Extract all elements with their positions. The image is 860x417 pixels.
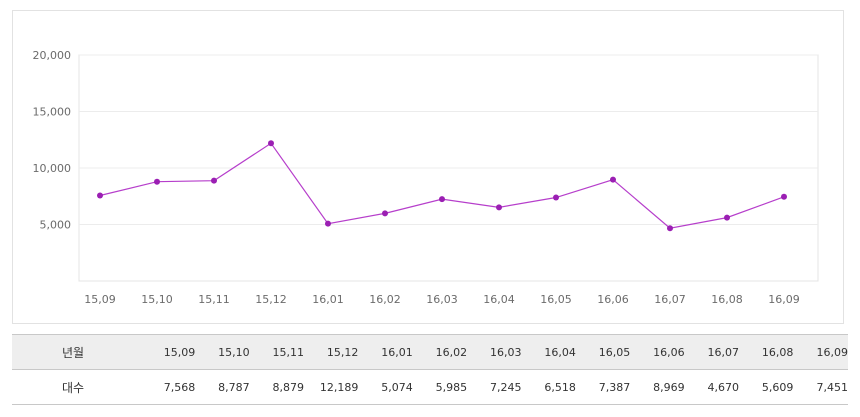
month-cell: 15,10: [218, 345, 250, 359]
x-tick-label: 16,09: [768, 293, 800, 306]
data-point: [154, 178, 160, 185]
count-cell: 8,969: [653, 380, 685, 394]
month-row: 년월 15,09 15,10 15,11 15,12 16,01 16,02 16,03 16…: [12, 334, 849, 370]
month-cell: 16,07: [707, 345, 740, 359]
count-cell: 8,787: [218, 380, 250, 394]
data-point: [610, 176, 616, 183]
month-cell: 16,03: [490, 345, 522, 359]
data-table: 년월 15,09 15,10 15,11 15,12 16,01 16,02 16,03 16…: [12, 334, 848, 405]
x-tick-label: 16,07: [654, 293, 686, 306]
data-point: [211, 177, 217, 184]
data-point: [268, 140, 274, 147]
y-tick-label: 20,000: [33, 49, 72, 62]
count-cell: 7,568: [163, 380, 196, 394]
month-cell: 16,05: [598, 345, 631, 359]
y-tick-label: 5,000: [40, 219, 72, 232]
data-point: [553, 194, 559, 201]
count-cell: 5,074: [381, 380, 413, 394]
month-row-header: 년월: [62, 345, 85, 360]
count-cell: 7,451: [816, 380, 849, 394]
count-cell: 4,670: [707, 380, 740, 394]
month-cell: 15,09: [163, 345, 196, 359]
x-tick-label: 16,05: [540, 293, 572, 306]
month-cell: 15,12: [326, 345, 359, 359]
data-point: [781, 193, 787, 200]
month-cell: 16,08: [761, 345, 794, 359]
count-row: 대수 7,568 8,787 8,879 12,189 5,074 5,985 7,245 6…: [12, 370, 848, 405]
month-cell: 16,09: [816, 345, 849, 359]
month-cell: 16,04: [544, 345, 576, 359]
x-tick-label: 15,12: [255, 293, 287, 306]
count-cell: 8,879: [272, 380, 305, 394]
y-tick-label: 10,000: [33, 162, 72, 175]
x-tick-label: 15,09: [84, 293, 116, 306]
count-cell: 7,245: [490, 380, 522, 394]
data-point: [496, 204, 502, 211]
month-cell: 15,11: [272, 345, 305, 359]
x-tick-label: 16,08: [711, 293, 743, 306]
x-tick-label: 15,10: [141, 293, 173, 306]
data-point: [97, 192, 103, 199]
y-tick-label: 15,000: [33, 106, 72, 119]
x-tick-label: 16,03: [426, 293, 458, 306]
data-point: [325, 220, 331, 227]
count-cell: 5,609: [761, 380, 794, 394]
x-tick-label: 16,01: [312, 293, 344, 306]
x-tick-label: 16,04: [483, 293, 515, 306]
data-point: [724, 214, 730, 221]
count-cell: 5,985: [435, 380, 468, 394]
data-point: [439, 196, 445, 203]
count-cell: 12,189: [319, 380, 359, 394]
count-row-header: 대수: [62, 380, 85, 395]
data-point: [382, 210, 388, 217]
data-point: [667, 225, 673, 232]
month-cell: 16,02: [435, 345, 468, 359]
month-cell: 16,06: [653, 345, 685, 359]
count-cell: 6,518: [544, 380, 576, 394]
line-chart: 5,000 10,000 15,000 20,000 15,09 15,10 15,11 15…: [33, 49, 819, 306]
x-tick-label: 16,06: [597, 293, 629, 306]
count-cell: 7,387: [598, 380, 631, 394]
chart-panel: 5,000 10,000 15,000 20,000 15,09 15,10 15,11 15…: [12, 10, 844, 324]
month-cell: 16,01: [381, 345, 413, 359]
x-tick-label: 15,11: [198, 293, 230, 306]
x-tick-label: 16,02: [369, 293, 401, 306]
